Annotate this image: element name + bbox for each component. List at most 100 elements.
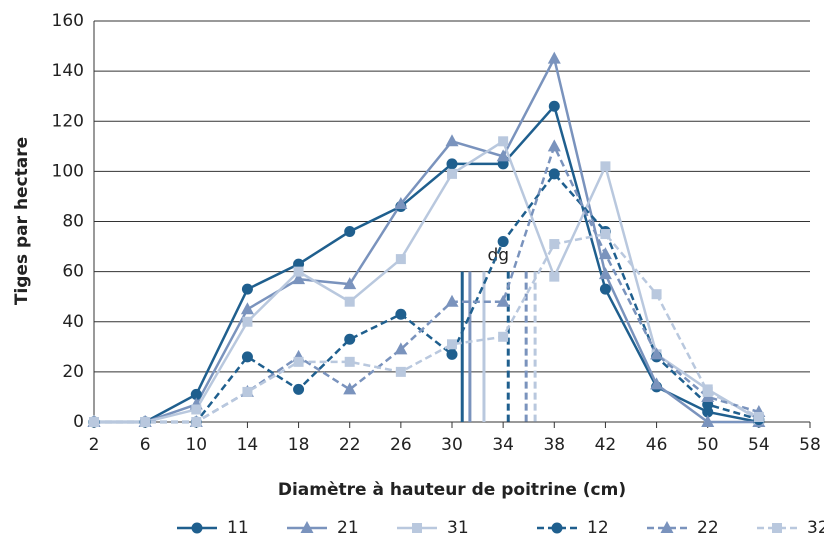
legend-item: 21 (287, 518, 359, 538)
marker (498, 136, 509, 147)
x-tick-label: 22 (339, 435, 361, 455)
legend-label: 32 (807, 518, 824, 538)
marker (447, 339, 457, 350)
legend-marker (772, 523, 782, 533)
y-axis-label: Tiges par hectare (12, 137, 32, 305)
marker (293, 383, 305, 395)
series-line (94, 55, 759, 424)
x-tick-label: 2 (89, 435, 100, 455)
x-tick-label: 58 (799, 435, 821, 455)
series-line (94, 139, 760, 424)
x-tick-label: 34 (492, 435, 514, 455)
x-tick-label: 38 (543, 435, 565, 455)
marker (598, 247, 612, 260)
marker (598, 267, 612, 280)
legend-marker (412, 523, 422, 533)
marker (191, 417, 202, 427)
marker (549, 239, 560, 250)
x-tick-label: 6 (140, 435, 151, 455)
legend-marker (300, 521, 314, 533)
dg-label: dg (487, 246, 509, 266)
y-tick-label: 160 (52, 11, 84, 31)
y-tick-label: 40 (62, 312, 84, 332)
y-tick-label: 80 (62, 212, 84, 232)
marker (344, 226, 356, 238)
legend-label: 31 (447, 518, 469, 538)
x-tick-label: 14 (237, 435, 259, 455)
marker (344, 356, 355, 367)
marker (446, 158, 458, 170)
marker (548, 168, 560, 180)
marker (240, 302, 254, 315)
x-tick-label: 54 (748, 435, 770, 455)
legend-item: 31 (397, 518, 469, 538)
marker (344, 333, 356, 345)
marker (190, 388, 202, 400)
marker (395, 308, 407, 320)
marker (547, 139, 561, 152)
marker (394, 342, 408, 355)
y-tick-label: 0 (73, 412, 84, 432)
marker (702, 406, 714, 418)
y-tick-label: 100 (52, 161, 84, 181)
series-line (94, 142, 760, 424)
marker (395, 254, 406, 265)
marker (547, 51, 561, 64)
legend-label: 21 (337, 518, 359, 538)
series-line (94, 103, 760, 424)
marker (650, 347, 664, 360)
marker (651, 289, 662, 300)
x-tick-label: 10 (185, 435, 207, 455)
x-tick-label: 26 (390, 435, 412, 455)
legend-label: 22 (697, 518, 719, 538)
marker (446, 348, 458, 360)
marker (242, 386, 253, 397)
marker (241, 283, 253, 295)
x-tick-label: 18 (288, 435, 310, 455)
marker (445, 134, 459, 147)
marker (650, 377, 664, 390)
series-line (94, 171, 760, 424)
marker (447, 168, 457, 179)
marker (445, 294, 459, 307)
marker (140, 417, 151, 427)
marker (292, 272, 306, 285)
marker (242, 316, 253, 327)
marker (497, 236, 509, 248)
marker (496, 294, 510, 307)
marker (191, 404, 202, 415)
marker (549, 271, 560, 282)
marker (600, 229, 611, 240)
y-tick-label: 60 (62, 262, 84, 282)
legend-item: 32 (757, 518, 824, 538)
marker (293, 266, 304, 277)
legend-label: 11 (227, 518, 249, 538)
marker (496, 149, 510, 162)
marker (753, 411, 764, 422)
marker (241, 351, 253, 363)
marker (343, 382, 357, 395)
marker (498, 331, 509, 342)
x-tick-label: 30 (441, 435, 463, 455)
marker (344, 296, 355, 307)
marker (599, 283, 611, 295)
x-tick-label: 46 (646, 435, 668, 455)
y-tick-label: 20 (62, 362, 84, 382)
y-tick-label: 140 (52, 61, 84, 81)
legend-item: 22 (647, 518, 719, 538)
legend-item: 12 (537, 518, 609, 538)
marker (600, 161, 611, 172)
marker (293, 356, 304, 367)
marker (548, 100, 560, 112)
x-tick-label: 50 (697, 435, 719, 455)
legend-marker (660, 521, 674, 533)
marker (701, 415, 715, 427)
series-line (94, 232, 760, 424)
marker (89, 417, 99, 427)
marker (394, 196, 408, 209)
marker (702, 386, 713, 397)
y-tick-label: 120 (52, 111, 84, 131)
legend-marker (551, 522, 563, 534)
legend-item: 11 (177, 518, 249, 538)
